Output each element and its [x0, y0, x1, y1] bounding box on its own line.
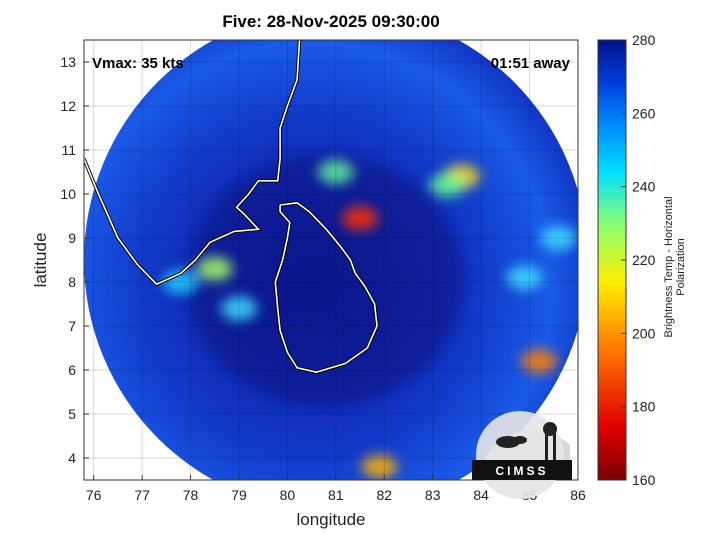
warm-spot — [317, 160, 354, 184]
colorbar-tick-label: 180 — [632, 399, 656, 415]
warm-spot — [506, 265, 543, 290]
x-tick-label: 76 — [86, 487, 102, 503]
plot-frame — [83, 39, 579, 481]
microwave-scan — [84, 40, 578, 480]
y-tick-label: 4 — [68, 450, 76, 466]
colorbar-ticks: 160 180 200 220 240 260 280 — [621, 32, 656, 488]
colorbar-tick-label: 200 — [632, 325, 656, 341]
y-tick-label: 6 — [68, 362, 76, 378]
warm-spot — [540, 226, 577, 250]
x-axis-label: longitude — [296, 510, 366, 529]
y-tick-label: 11 — [61, 142, 76, 158]
cimss-logo: CIMSS — [472, 411, 572, 499]
coastline-india-east-coast — [84, 40, 301, 286]
x-tick-label: 78 — [183, 487, 199, 503]
x-tick-label: 80 — [280, 487, 296, 503]
y-tick-label: 5 — [68, 406, 76, 422]
warm-spot — [521, 349, 558, 374]
warm-spot — [429, 173, 466, 198]
y-tick-label: 12 — [60, 98, 76, 114]
y-tick-label: 13 — [60, 54, 76, 70]
x-tick-label: 79 — [231, 487, 247, 503]
chart-title: Five: 28-Nov-2025 09:30:00 — [222, 12, 440, 31]
warm-cloud-regions — [162, 160, 577, 479]
logo-text: CIMSS — [495, 464, 548, 478]
x-tick-label: 86 — [570, 487, 586, 503]
x-tick-label: 77 — [134, 487, 150, 503]
y-tick-label: 10 — [60, 186, 76, 202]
x-tick-label: 83 — [425, 487, 441, 503]
colorbar-tick-label: 280 — [632, 32, 656, 48]
colorbar-tick-label: 160 — [632, 472, 656, 488]
colorbar-tick-label: 260 — [632, 105, 656, 121]
y-tick-label: 8 — [68, 274, 76, 290]
x-tick-label: 81 — [328, 487, 344, 503]
warm-spot — [196, 256, 233, 281]
y-tick-label: 9 — [68, 230, 76, 246]
warm-spot — [220, 296, 257, 321]
coastline-sri-lanka — [274, 201, 378, 374]
warm-spot — [342, 206, 379, 231]
x-tick-label: 84 — [473, 487, 489, 503]
cold-core — [187, 154, 465, 406]
y-axis-ticks: 4 5 6 7 8 9 10 11 12 13 — [60, 54, 89, 466]
time-away-annotation: 01:51 away — [491, 55, 571, 72]
colorbar-tick-label: 240 — [632, 179, 656, 195]
coastlines — [84, 40, 379, 375]
x-tick-label: 82 — [376, 487, 392, 503]
colorbar-tick-label: 220 — [632, 252, 656, 268]
vmax-annotation: Vmax: 35 kts — [92, 55, 184, 72]
warm-spot — [361, 454, 398, 479]
y-tick-label: 7 — [68, 318, 76, 334]
